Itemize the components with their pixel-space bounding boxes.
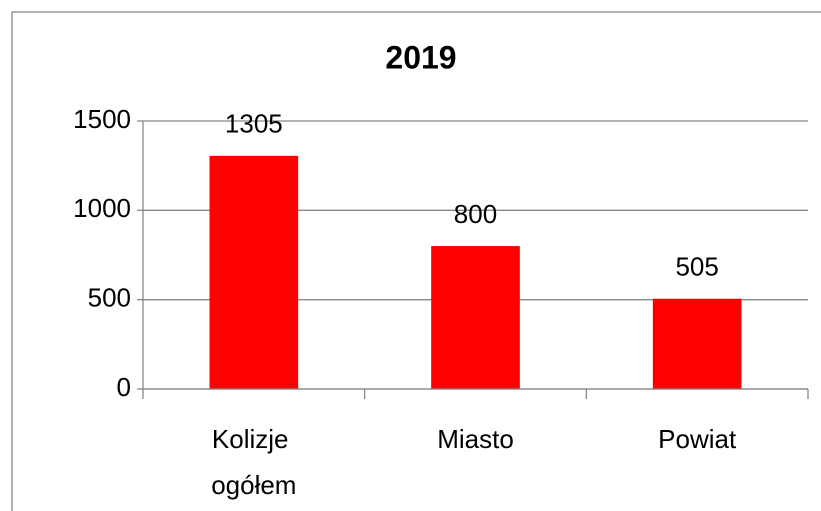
data-label: 1305 [225,109,283,139]
y-tick-label: 500 [88,283,131,313]
x-tick-label: Kolizje ogółem [211,424,296,500]
x-tick-label: Miasto [437,424,514,454]
x-tick-label: Powiat [658,424,737,454]
chart-title: 2019 [385,39,456,75]
bar [431,246,520,389]
chart-frame [11,11,821,511]
bar [652,298,742,389]
bar [209,155,299,389]
y-tick-label: 1500 [73,104,131,134]
y-tick-label: 0 [117,372,131,402]
y-tick-label: 1000 [73,193,131,223]
data-label: 800 [454,199,497,229]
data-label: 505 [675,252,718,282]
